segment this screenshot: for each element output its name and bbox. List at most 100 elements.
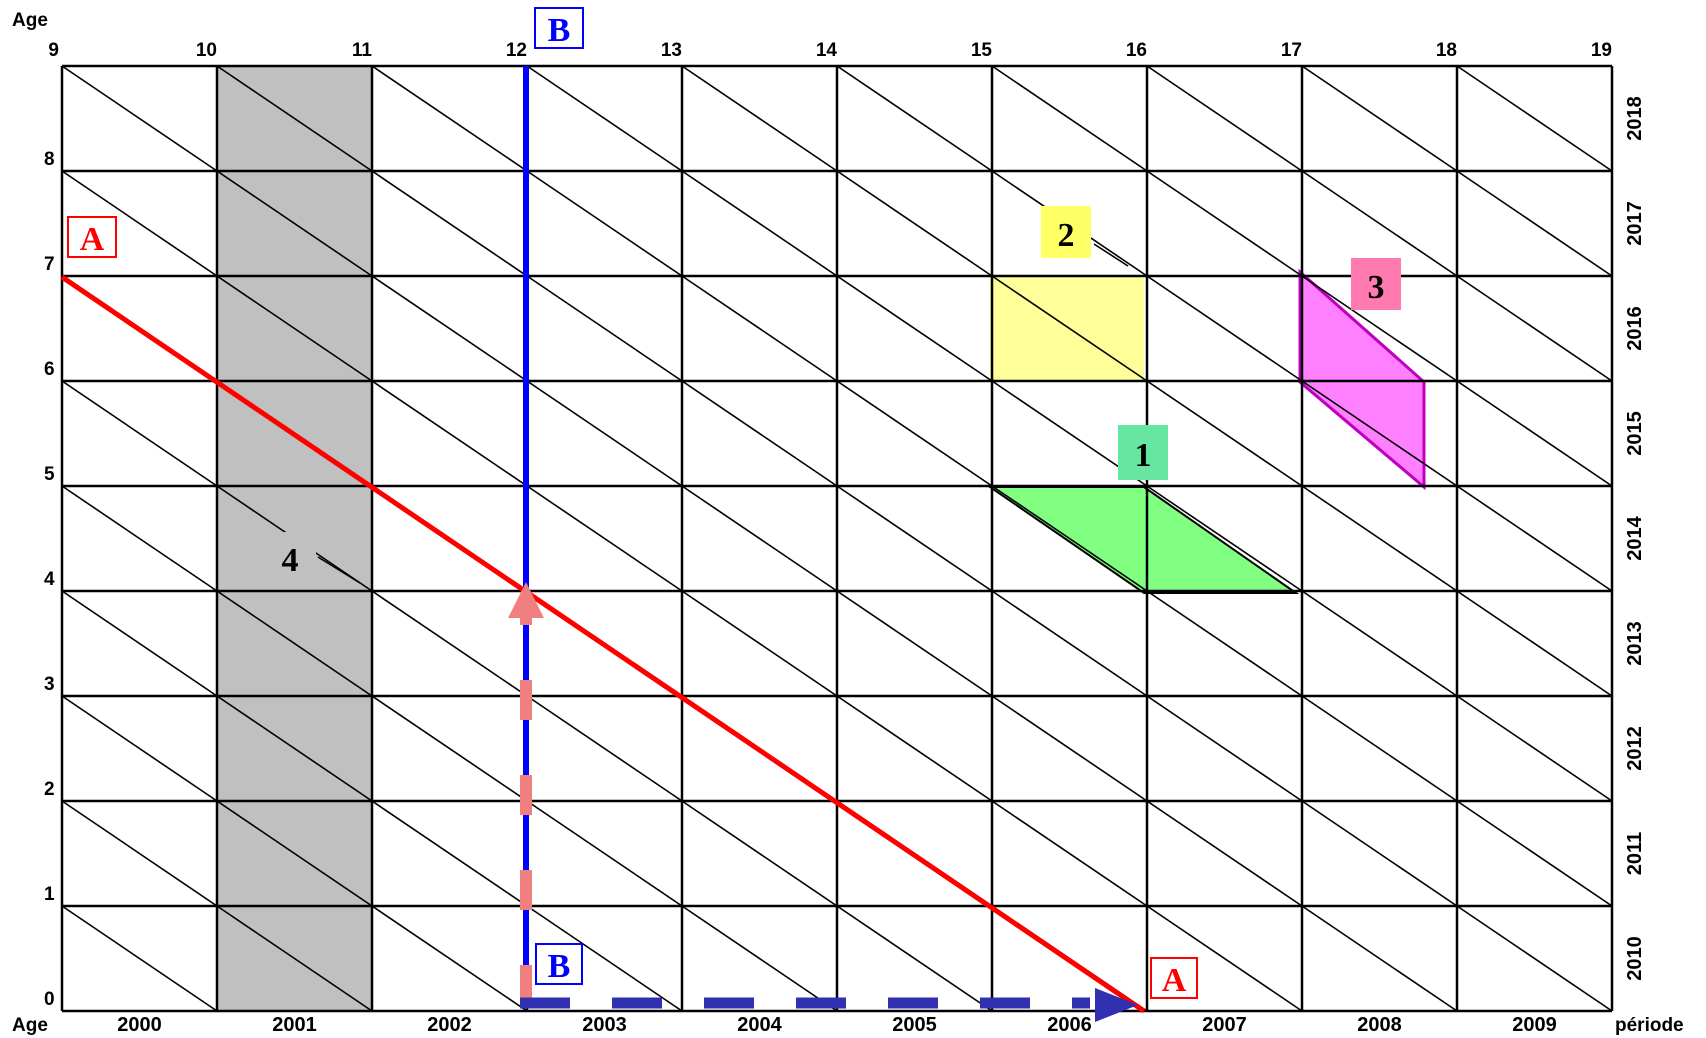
- cohort-diagonal: [61, 695, 218, 802]
- callout-4-box: [264, 532, 316, 584]
- callout-2-leader: [1093, 243, 1129, 267]
- right-cohort-year-label: 2018: [1624, 96, 1646, 141]
- arrow-up-head: [508, 582, 544, 618]
- cohort-diagonal: [216, 65, 373, 172]
- cohort-diagonal: [526, 170, 683, 277]
- cohort-diagonal: [371, 905, 528, 1012]
- cohort-diagonal: [526, 905, 683, 1012]
- top-age-tick-label: 10: [196, 40, 217, 61]
- cohort-diagonal: [1146, 695, 1303, 802]
- callout-b-bottom-box: [535, 943, 583, 985]
- age-axis-label-bottom: Age: [12, 1015, 48, 1036]
- cohort-diagonal: [1146, 485, 1303, 592]
- top-age-tick-label: 12: [506, 40, 527, 61]
- age-axis-label-top: Age: [12, 10, 48, 31]
- top-age-tick-label: 19: [1591, 40, 1612, 61]
- cohort-diagonal: [1301, 485, 1458, 592]
- callout-b-top-box: [534, 7, 584, 49]
- top-age-tick-label: 15: [971, 40, 993, 61]
- callout-1-box: [1118, 425, 1168, 480]
- right-cohort-year-label: 2012: [1624, 726, 1646, 771]
- callout-a-bottom: A: [1162, 962, 1187, 999]
- left-age-tick-label: 6: [44, 359, 55, 380]
- cohort-diagonal: [991, 695, 1148, 802]
- cohort-diagonal: [61, 905, 218, 1012]
- cohort-diagonal: [681, 275, 838, 382]
- cohort-diagonal: [526, 695, 683, 802]
- bottom-period-label: 2007: [1202, 1014, 1247, 1036]
- top-age-tick-label: 9: [48, 40, 59, 61]
- cohort-diagonal: [216, 275, 373, 382]
- cohort-diagonal: [1456, 485, 1613, 592]
- right-cohort-year-label: 2010: [1624, 936, 1646, 981]
- callout-b-bottom: B: [548, 948, 571, 985]
- line-a: [60, 274, 1146, 1014]
- cohort-diagonal: [371, 380, 528, 487]
- bottom-period-label: 2002: [427, 1014, 472, 1036]
- cohort-diagonal: [371, 275, 528, 382]
- grid: [60, 64, 1614, 1013]
- arrow-right-head: [1095, 988, 1138, 1022]
- right-cohort-year-label: 2016: [1624, 306, 1646, 351]
- cohort-diagonal: [1456, 905, 1613, 1012]
- cohort-diagonal: [681, 485, 838, 592]
- cohort-diagonal: [371, 170, 528, 277]
- cohort-diagonal: [991, 275, 1148, 382]
- cohort-diagonal: [526, 275, 683, 382]
- cohort-diagonal: [1301, 695, 1458, 802]
- top-age-tick-label: 14: [816, 40, 838, 61]
- right-cohort-year-label: 2015: [1624, 411, 1646, 456]
- cohort-diagonal: [371, 800, 528, 907]
- cohort-diagonal: [526, 485, 683, 592]
- cohort-diagonal: [526, 800, 683, 907]
- cohort-diagonal: [836, 65, 993, 172]
- top-age-tick-label: 13: [661, 40, 682, 61]
- right-cohort-year-label: 2017: [1624, 201, 1646, 246]
- right-cohort-year-label: 2011: [1624, 832, 1646, 875]
- bottom-period-label: 2009: [1512, 1014, 1557, 1036]
- left-age-tick-label: 4: [44, 569, 55, 590]
- periode-axis-label: période: [1615, 1015, 1684, 1036]
- cohort-diagonal: [1456, 170, 1613, 277]
- cohort-diagonal: [216, 170, 373, 277]
- cohort-diagonal: [61, 65, 218, 172]
- left-age-tick-label: 8: [44, 149, 55, 170]
- callout-2-box: [1041, 206, 1091, 258]
- cohort-diagonal: [681, 800, 838, 907]
- cohort-diagonal: [1301, 905, 1458, 1012]
- callout-a-top-box: [67, 216, 117, 258]
- cohort-diagonal: [836, 485, 993, 592]
- cohort-diagonal: [836, 275, 993, 382]
- cohort-diagonal: [836, 380, 993, 487]
- cohort-diagonal: [216, 905, 373, 1012]
- cohort-diagonal: [681, 905, 838, 1012]
- cohort-diagonal: [836, 695, 993, 802]
- bottom-period-label: 2001: [272, 1014, 317, 1036]
- cohort-diagonal: [1456, 65, 1613, 172]
- right-cohort-year-label: 2013: [1624, 621, 1646, 666]
- cohort-diagonal: [836, 170, 993, 277]
- cohort-diagonal: [991, 65, 1148, 172]
- cohort-diagonal: [1301, 275, 1458, 382]
- cohort-diagonal: [1301, 800, 1458, 907]
- top-age-tick-label: 16: [1126, 40, 1147, 61]
- cohort-diagonal: [1146, 65, 1303, 172]
- cohort-diagonal: [61, 380, 218, 487]
- cohort-diagonal: [836, 905, 993, 1012]
- cohort-diagonal: [216, 590, 373, 697]
- cohort-diagonal: [991, 800, 1148, 907]
- cohort-diagonal: [1301, 590, 1458, 697]
- cohort-diagonal: [681, 380, 838, 487]
- left-age-tick-label: 0: [44, 989, 55, 1010]
- cohort-diagonal: [1456, 800, 1613, 907]
- cohort-diagonal: [991, 590, 1148, 697]
- bottom-period-label: 2000: [117, 1014, 162, 1036]
- cohort-diagonal: [1146, 590, 1303, 697]
- left-age-tick-label: 1: [44, 884, 55, 905]
- cohort-diagonal: [1456, 590, 1613, 697]
- cohort-diagonal: [61, 170, 218, 277]
- cohort-diagonal: [1146, 380, 1303, 487]
- cohort-diagonal: [1146, 905, 1303, 1012]
- callout-4-leader: [317, 556, 361, 584]
